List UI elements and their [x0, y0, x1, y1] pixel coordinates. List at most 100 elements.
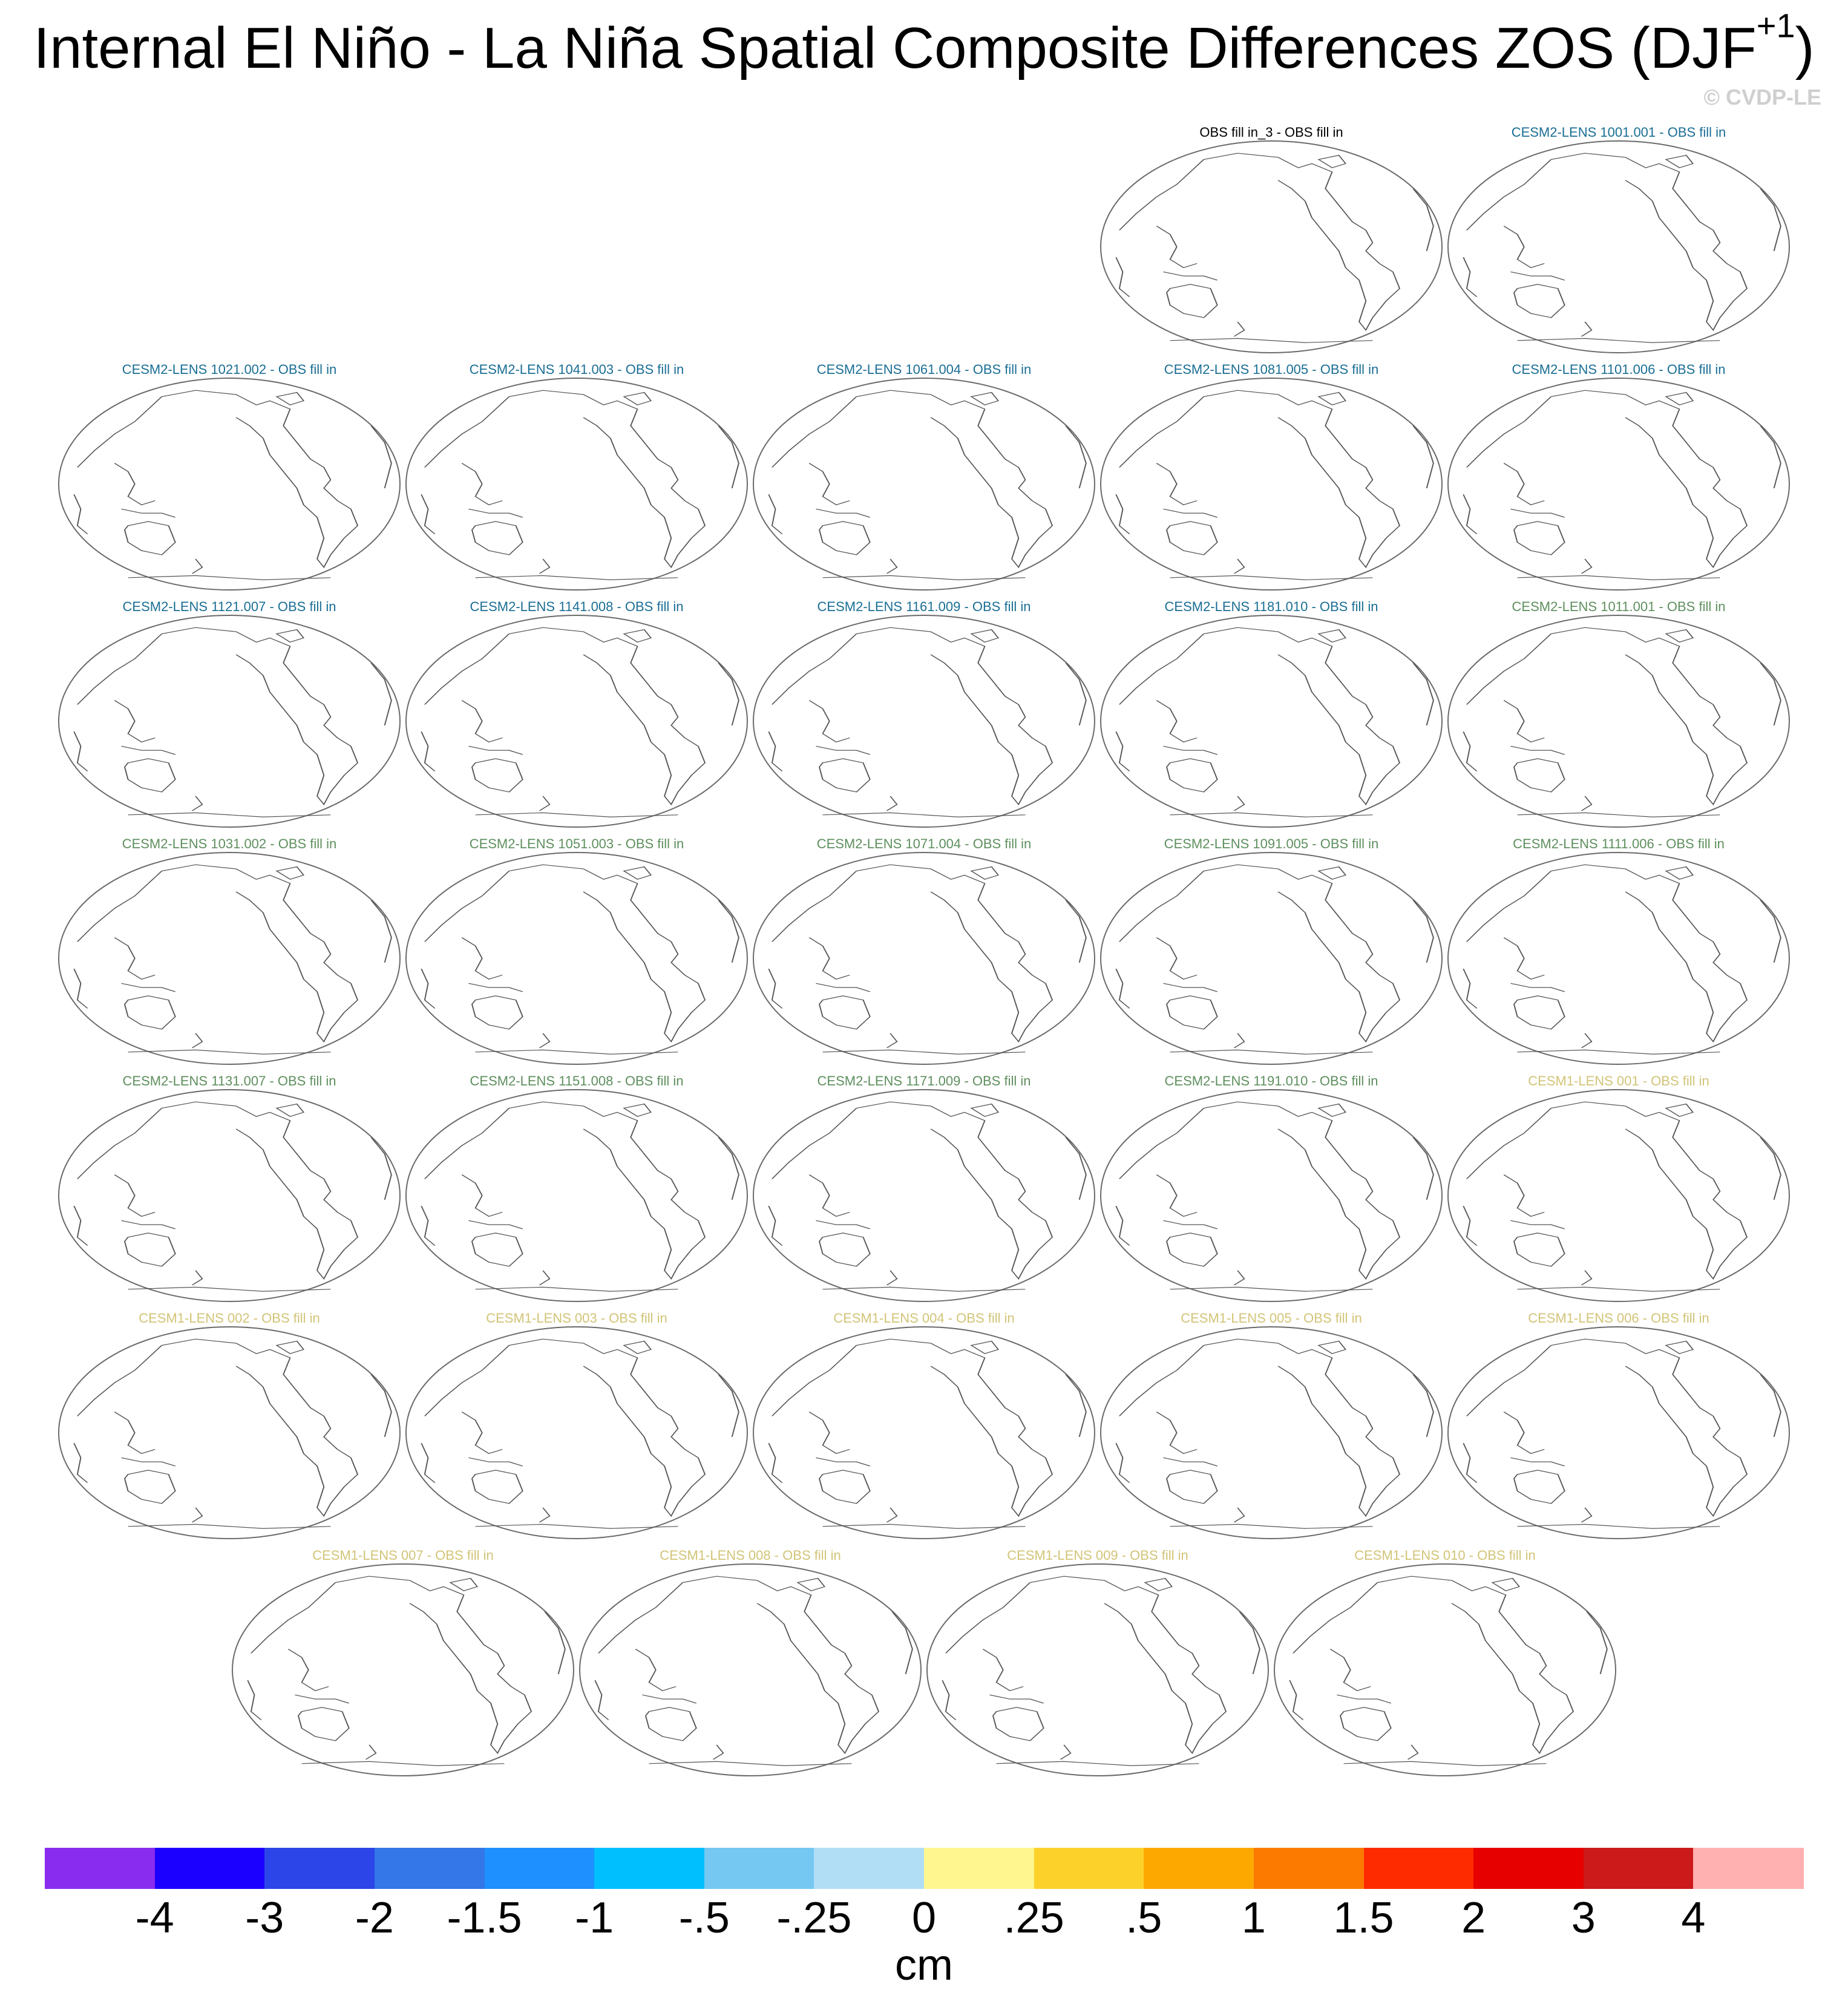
coastline [1463, 969, 1478, 1009]
world-map [753, 852, 1095, 1065]
coastline [275, 1103, 305, 1118]
coastline [162, 864, 359, 1043]
world-map [405, 852, 748, 1065]
panel-title: CESM2-LENS 1191.010 - OBS fill in [1164, 1073, 1378, 1088]
coastline [1503, 226, 1545, 269]
coastline [819, 521, 871, 555]
colorbar-tick-label: 1.5 [1333, 1894, 1394, 1942]
coastline [970, 866, 1000, 880]
coastlines [1463, 390, 1781, 580]
map-boundary [232, 1563, 574, 1776]
coastline [1517, 1286, 1720, 1292]
coastline [1156, 937, 1198, 980]
coastline [1163, 1457, 1218, 1467]
panel-title: CESM1-LENS 005 - OBS fill in [1181, 1311, 1362, 1326]
coastline [1503, 463, 1545, 506]
coastline [114, 937, 156, 980]
coastline [1466, 396, 1552, 468]
coastline [1115, 1443, 1130, 1483]
coastline [335, 1576, 532, 1755]
map-panel: CESM2-LENS 1071.004 - OBS fill in [752, 836, 1096, 1066]
coastline [1760, 1374, 1781, 1437]
map-boundary [58, 1089, 401, 1302]
coastlines [1463, 1101, 1781, 1292]
colorbar-swatch [1693, 1848, 1804, 1889]
coastline [1065, 1137, 1087, 1200]
coastline [772, 633, 857, 705]
coastline [424, 871, 510, 942]
coastline [475, 812, 678, 817]
colorbar-swatch [154, 1848, 265, 1889]
world-map [405, 378, 748, 591]
map-boundary [579, 1563, 922, 1776]
coastline [114, 700, 156, 743]
coastline [114, 1174, 156, 1217]
coastlines [421, 1101, 739, 1292]
map-boundary [1447, 1089, 1790, 1302]
coastline [1233, 321, 1245, 337]
panel-title: CESM2-LENS 1041.003 - OBS fill in [469, 362, 684, 377]
coastlines [1289, 1576, 1608, 1766]
coastline [509, 627, 706, 806]
coastline [772, 1108, 857, 1179]
coastline [421, 731, 436, 771]
coastline [1517, 812, 1720, 817]
map-boundary [58, 378, 401, 591]
coastline [424, 1108, 510, 1179]
map-boundary [405, 378, 748, 591]
coastline [370, 1137, 392, 1200]
coastline [768, 1443, 783, 1483]
coastline [1156, 1412, 1198, 1455]
coastline [275, 1340, 305, 1355]
colorbar-tick-label: 2 [1461, 1894, 1486, 1942]
coastline [819, 1470, 871, 1504]
panel-title: CESM2-LENS 1051.003 - OBS fill in [469, 836, 684, 851]
coastlines [421, 390, 739, 580]
map-boundary [1447, 378, 1790, 591]
coastline [475, 575, 678, 580]
coastlines [1115, 627, 1434, 817]
coastline [247, 1680, 262, 1720]
world-map [753, 615, 1095, 828]
panel-title: CESM2-LENS 1061.004 - OBS fill in [816, 362, 1032, 377]
coastline [1513, 758, 1565, 793]
coastline [822, 1049, 1026, 1055]
coastline [886, 558, 898, 574]
coastline [1166, 521, 1218, 555]
map-boundary [1447, 852, 1790, 1065]
map-boundary [753, 1326, 1095, 1539]
coastline [1233, 558, 1245, 574]
coastline [1115, 969, 1130, 1009]
colorbar-tick-label: -.25 [776, 1894, 852, 1942]
coastline [1119, 633, 1205, 705]
map-panel: CESM2-LENS 1091.005 - OBS fill in [1099, 836, 1444, 1066]
coastline [509, 1338, 706, 1517]
coastline [77, 396, 163, 468]
coastline [808, 937, 850, 980]
world-map [1100, 1089, 1443, 1302]
coastline [1503, 700, 1545, 743]
coastline [996, 1761, 1199, 1766]
coastline [1170, 1286, 1373, 1292]
coastline [816, 508, 871, 518]
coastline [1030, 1576, 1227, 1755]
coastline [808, 700, 850, 743]
coastline [191, 1270, 203, 1286]
coastline [1463, 1443, 1478, 1483]
map-boundary [1447, 615, 1790, 828]
coastline [1412, 425, 1434, 488]
coastline [970, 391, 1000, 406]
coastlines [1463, 152, 1781, 343]
map-boundary [1274, 1563, 1616, 1776]
coastline [989, 1694, 1044, 1704]
coastline [1204, 864, 1401, 1043]
map-panel: CESM2-LENS 1161.009 - OBS fill in [752, 599, 1096, 829]
map-panel: CESM1-LENS 005 - OBS fill in [1099, 1311, 1444, 1540]
panel-title: OBS fill in_3 - OBS fill in [1199, 125, 1343, 140]
coastline [1665, 866, 1694, 880]
coastline [1166, 1470, 1218, 1504]
coastline [77, 1345, 163, 1416]
coastline [471, 521, 523, 555]
coastline [1163, 1220, 1218, 1229]
coastlines [1115, 864, 1434, 1055]
